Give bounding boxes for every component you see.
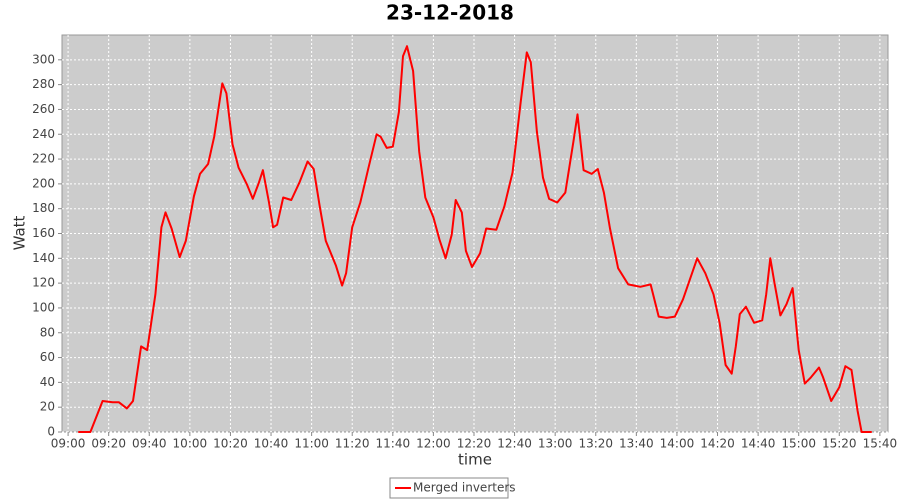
x-tick-label: 10:20	[213, 437, 248, 451]
x-tick-label: 14:00	[660, 437, 695, 451]
x-tick-label: 14:40	[741, 437, 776, 451]
x-tick-label: 13:40	[619, 437, 654, 451]
legend-box	[389, 477, 509, 499]
y-tick-label: 40	[40, 375, 55, 389]
x-tick-label: 11:40	[376, 437, 411, 451]
x-tick-label: 12:00	[416, 437, 451, 451]
x-tick-label: 09:20	[91, 437, 126, 451]
y-tick-label: 260	[32, 102, 55, 116]
y-tick-label: 180	[32, 201, 55, 215]
y-tick-label: 200	[32, 176, 55, 190]
y-tick-label: 300	[32, 52, 55, 66]
x-tick-label: 10:00	[173, 437, 208, 451]
x-tick-label: 11:20	[335, 437, 370, 451]
x-tick-label: 09:40	[132, 437, 167, 451]
x-tick-label: 15:00	[781, 437, 816, 451]
x-tick-label: 15:20	[822, 437, 857, 451]
x-tick-label: 13:00	[538, 437, 573, 451]
chart-title: 23-12-2018	[386, 1, 514, 25]
x-axis-label: time	[458, 451, 492, 469]
y-tick-label: 20	[40, 400, 55, 414]
legend-label: Merged inverters	[413, 481, 516, 495]
x-tick-label: 12:40	[497, 437, 532, 451]
x-tick-label: 09:00	[51, 437, 86, 451]
y-tick-label: 0	[47, 425, 55, 439]
y-tick-label: 100	[32, 300, 55, 314]
data-line	[78, 45, 872, 433]
y-tick-label: 140	[32, 251, 55, 265]
x-tick-label: 14:20	[700, 437, 735, 451]
x-tick-label: 10:40	[254, 437, 289, 451]
x-tick-label: 15:40	[863, 437, 898, 451]
x-tick-label: 13:20	[578, 437, 613, 451]
y-tick-label: 80	[40, 325, 55, 339]
y-axis-label: Watt	[11, 215, 29, 250]
x-tick-label: 12:20	[457, 437, 492, 451]
y-tick-label: 240	[32, 127, 55, 141]
x-tick-label: 11:00	[294, 437, 329, 451]
y-tick-label: 120	[32, 276, 55, 290]
y-tick-label: 160	[32, 226, 55, 240]
y-tick-label: 220	[32, 152, 55, 166]
y-tick-label: 280	[32, 77, 55, 91]
y-tick-label: 60	[40, 350, 55, 364]
